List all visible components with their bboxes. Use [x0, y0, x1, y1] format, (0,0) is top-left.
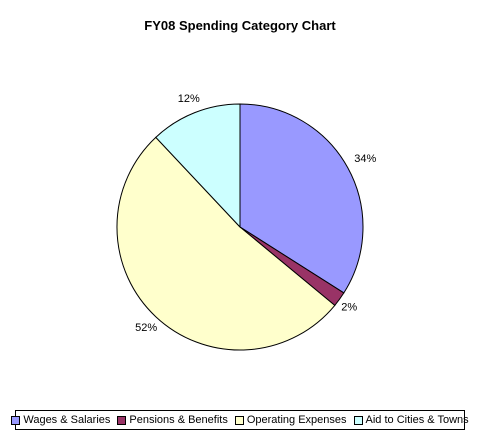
legend-label: Operating Expenses — [246, 414, 347, 426]
legend-swatch — [11, 415, 21, 425]
slice-aid — [155, 103, 241, 229]
legend-swatch — [353, 415, 363, 425]
slice-operating — [116, 136, 336, 351]
legend-label: Aid to Cities & Towns — [365, 414, 469, 426]
pie-labels: 34% 2% 52% 12% — [135, 93, 376, 334]
data-label: 34% — [354, 153, 376, 165]
chart-legend: Wages & Salaries Pensions & Benefits Ope… — [11, 410, 469, 430]
legend-item-wages: Wages & Salaries — [11, 414, 110, 426]
data-label: 12% — [178, 93, 200, 105]
legend-swatch — [234, 415, 244, 425]
chart-title: FY08 Spending Category Chart — [144, 18, 336, 33]
legend-item-operating: Operating Expenses — [234, 414, 347, 426]
pie-slices — [116, 103, 364, 351]
data-label: 2% — [341, 301, 357, 313]
legend-label: Wages & Salaries — [23, 414, 111, 426]
legend-label: Pensions & Benefits — [129, 414, 228, 426]
slice-wages — [239, 103, 364, 294]
legend-item-pensions: Pensions & Benefits — [117, 414, 228, 426]
data-label: 52% — [135, 322, 157, 334]
legend-swatch — [117, 415, 127, 425]
legend-item-aid: Aid to Cities & Towns — [353, 414, 469, 426]
